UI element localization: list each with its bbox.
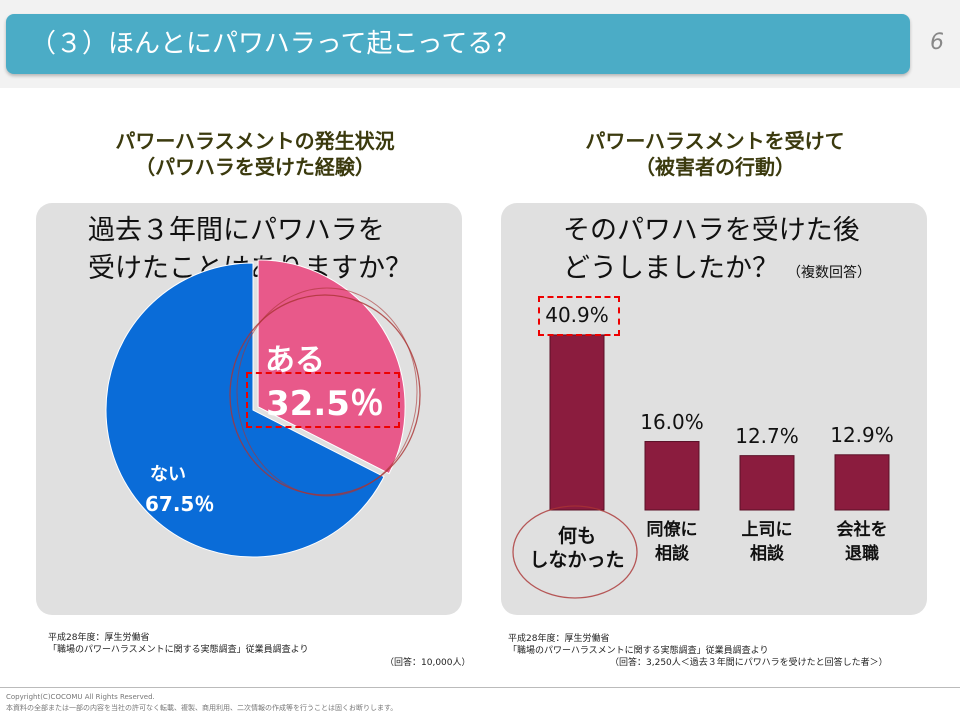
left-source: 平成28年度：厚生労働省 「職場のパワーハラスメントに関する実態調査」従業員調査よ…: [48, 633, 309, 655]
multiple-answers-note: （複数回答）: [787, 265, 871, 281]
bar-question: そのパワハラを受けた後 どうしましたか？ （複数回答）: [563, 215, 871, 284]
bar-value-label: 12.9%: [830, 422, 894, 447]
slide-title: （３）ほんとにパワハラって起こってる？: [30, 29, 520, 59]
right-respondents: （回答：3,250人＜過去３年間にパワハラを受けたと回答した者＞）: [610, 658, 888, 668]
bar-value-label: 40.9%: [545, 302, 609, 327]
pie-label-no: ない: [150, 464, 186, 485]
bar: [739, 455, 795, 511]
pie-value-yes: 32.5％: [266, 384, 384, 424]
bar-value-label: 16.0%: [640, 409, 704, 434]
hand-drawn-circle-bar: [512, 505, 638, 599]
footer-divider: [0, 687, 960, 688]
left-respondents: （回答：10,000人）: [385, 658, 471, 668]
bar-category-label: 何も しなかった: [529, 525, 625, 571]
bar-category-label: 同僚に 相談: [646, 520, 698, 564]
title-bar: [6, 14, 910, 74]
pie-value-no: 67.5％: [145, 492, 215, 516]
pie-chart: [105, 259, 406, 558]
highlight-box: [246, 372, 400, 428]
bar: [644, 441, 700, 511]
bar-category-label: 会社を 退職: [836, 520, 888, 564]
right-heading: パワーハラスメントを受けて （被害者の行動）: [585, 129, 845, 179]
right-source: 平成28年度：厚生労働省 「職場のパワーハラスメントに関する実態調査」従業員調査よ…: [508, 634, 769, 656]
bar: [834, 454, 890, 511]
hand-drawn-circle: [229, 287, 421, 497]
bar: [549, 334, 605, 511]
page-number: 6: [930, 30, 944, 55]
bar-value-label: 12.7%: [735, 423, 799, 448]
bar-chart: [549, 334, 890, 511]
highlight-box-bar: [538, 296, 620, 336]
bar-category-label: 上司に 相談: [741, 520, 793, 564]
pie-slice: [257, 259, 406, 475]
footer: Copyright(C)COCOMU All Rights Reserved. 本…: [6, 693, 398, 712]
pie-slice: [105, 262, 385, 558]
left-heading: パワーハラスメントの発生状況 （パワハラを受けた経験）: [115, 129, 395, 179]
